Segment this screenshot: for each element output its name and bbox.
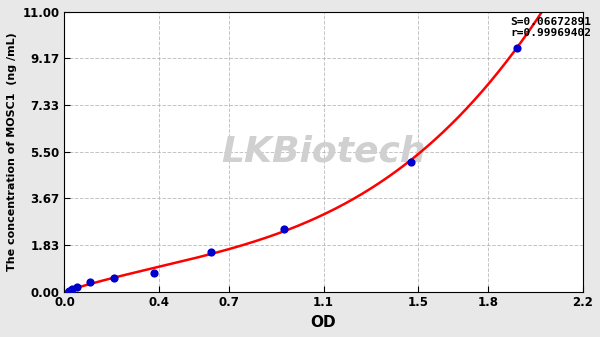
X-axis label: OD: OD — [311, 315, 337, 330]
Point — [64, 288, 74, 294]
Text: LKBiotech: LKBiotech — [221, 135, 426, 169]
Point — [512, 45, 521, 50]
Point — [67, 286, 77, 292]
Text: S=0.06672891
r=0.99969402: S=0.06672891 r=0.99969402 — [510, 17, 591, 38]
Point — [109, 275, 119, 280]
Point — [406, 159, 415, 165]
Point — [279, 227, 289, 232]
Point — [206, 249, 215, 255]
Y-axis label: The concentration of MOSC1  (ng /mL): The concentration of MOSC1 (ng /mL) — [7, 32, 17, 271]
Point — [86, 279, 95, 285]
Point — [73, 284, 82, 289]
Point — [149, 270, 159, 275]
